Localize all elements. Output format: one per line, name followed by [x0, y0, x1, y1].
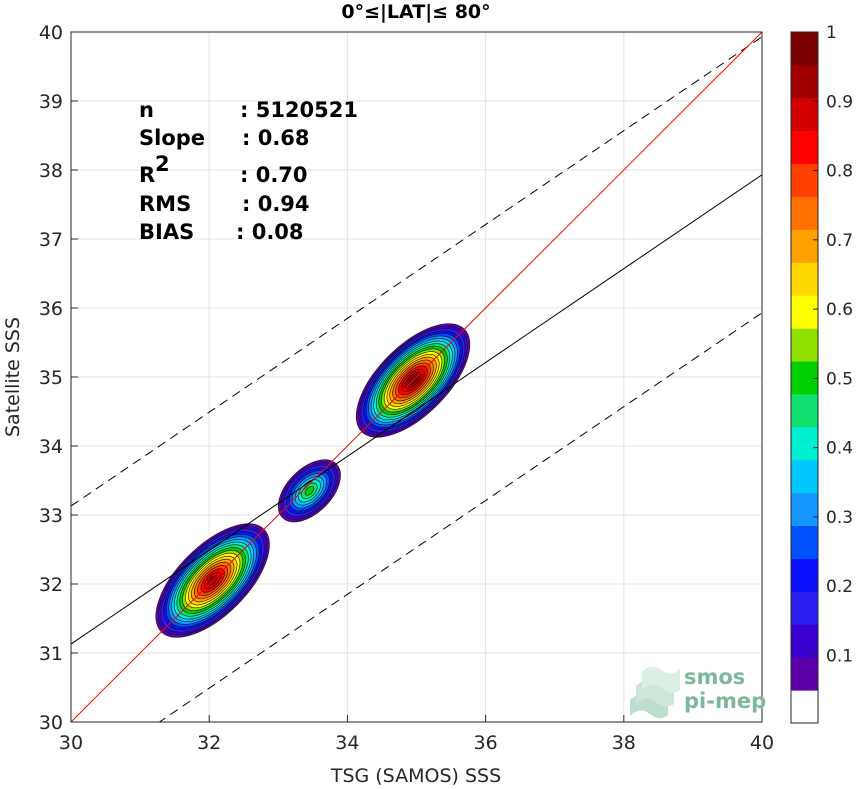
y-axis-ticks: 30 31 32 33 34 35 36 37 38 39 40 — [39, 22, 78, 734]
y-tick-label: 32 — [39, 574, 63, 596]
identity-line — [71, 32, 762, 722]
colorbar-tick-label: 0.8 — [826, 162, 853, 182]
x-tick-label: 30 — [59, 732, 83, 754]
stat-label: R — [139, 163, 155, 187]
colorbar-segment — [791, 591, 818, 625]
colorbar-segment — [791, 130, 818, 165]
colorbar-segment — [791, 196, 818, 230]
y-tick-label: 34 — [39, 436, 63, 458]
colorbar-segment — [791, 492, 818, 527]
y-tick-label: 35 — [39, 367, 63, 389]
colorbar-segment — [791, 328, 818, 362]
stat-label: Slope — [139, 126, 205, 150]
x-tick-label: 40 — [750, 732, 774, 754]
x-tick-label: 32 — [197, 732, 221, 754]
x-tick-label: 34 — [335, 732, 359, 754]
colorbar-segment — [791, 229, 818, 263]
logo-text-bottom: pi-mep — [684, 689, 766, 713]
colorbar-segment — [791, 624, 818, 658]
y-tick-label: 37 — [39, 229, 63, 251]
y-tick-label: 40 — [39, 22, 63, 44]
colorbar-segment — [791, 64, 818, 99]
colorbar-tick-label: 0.1 — [826, 646, 853, 666]
stat-value: : 0.08 — [236, 220, 304, 244]
colorbar-segment — [791, 393, 818, 428]
lower-band-line — [158, 312, 762, 722]
colorbar-tick-label: 0.4 — [826, 439, 853, 459]
colorbar-tick-label: 0.5 — [826, 369, 853, 389]
colorbar-segment — [791, 295, 818, 329]
regression-line — [71, 174, 762, 645]
colorbar-segment — [791, 558, 818, 592]
colorbar-tick-label: 0.7 — [826, 231, 853, 251]
y-tick-label: 33 — [39, 505, 63, 527]
colorbar-segment — [791, 657, 818, 691]
x-axis-label: TSG (SAMOS) SSS — [330, 765, 501, 787]
x-axis-ticks: 30 32 34 36 38 40 — [59, 715, 774, 754]
colorbar-segment — [791, 163, 818, 198]
stat-superscript: 2 — [155, 152, 170, 176]
stat-value: : 0.94 — [242, 192, 310, 216]
statistics-box: n : 5120521 Slope : 0.68 R 2 : 0.70 RMS : 0.94 BI… — [139, 98, 358, 244]
stat-label: BIAS — [139, 220, 194, 244]
colorbar-segment — [791, 97, 818, 132]
upper-band-line — [71, 36, 762, 507]
colorbar-segment — [791, 426, 818, 461]
colorbar-tick-label: 1 — [826, 23, 837, 43]
contour-level — [304, 486, 315, 496]
y-tick-label: 38 — [39, 160, 63, 182]
logo-waves-icon — [630, 666, 680, 719]
colorbar-segment — [791, 262, 818, 296]
stat-value: : 5120521 — [240, 98, 358, 122]
y-axis-label: Satellite SSS — [2, 317, 24, 437]
smos-pi-mep-logo: smos pi-mep — [630, 665, 766, 719]
y-tick-label: 39 — [39, 91, 63, 113]
colorbar: 0.1 0.2 0.3 0.4 0.5 0.6 0.7 0.8 0.9 1 — [790, 23, 853, 724]
stat-label: RMS — [139, 192, 191, 216]
colorbar-tick-label: 0.2 — [826, 577, 853, 597]
colorbar-segment — [791, 32, 818, 66]
stat-value: : 0.70 — [240, 163, 308, 187]
colorbar-segment — [791, 525, 818, 559]
colorbar-segment — [791, 361, 818, 395]
x-tick-label: 38 — [612, 732, 636, 754]
x-tick-label: 36 — [474, 732, 498, 754]
stat-label: n — [139, 98, 154, 122]
colorbar-segment — [791, 459, 818, 494]
reference-lines — [71, 32, 762, 722]
logo-text-top: smos — [684, 665, 745, 689]
stat-value: : 0.68 — [242, 126, 310, 150]
colorbar-tick-label: 0.9 — [826, 92, 853, 112]
y-tick-label: 36 — [39, 298, 63, 320]
colorbar-tick-label: 0.3 — [826, 508, 853, 528]
y-tick-label: 30 — [39, 712, 63, 734]
chart-title: 0°≤|LAT|≤ 80° — [341, 1, 490, 23]
colorbar-tick-label: 0.6 — [826, 300, 853, 320]
y-tick-label: 31 — [39, 643, 63, 665]
colorbar-segment — [791, 690, 818, 724]
density-blob — [278, 459, 341, 523]
colorbar-frame — [790, 31, 819, 724]
